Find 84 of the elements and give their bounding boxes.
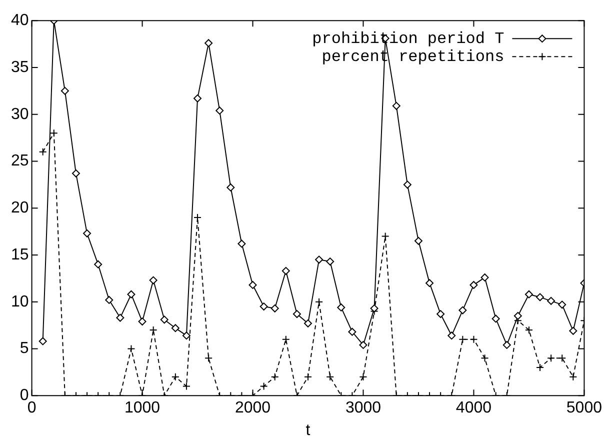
x-tick-label: 1000 [124, 400, 160, 417]
point [194, 94, 202, 102]
point [226, 183, 235, 192]
point [502, 340, 511, 349]
point [304, 319, 312, 328]
point [370, 304, 378, 312]
point [348, 328, 356, 336]
point [138, 318, 146, 326]
y-tick-label: 10 [11, 293, 29, 310]
point [448, 332, 456, 340]
point [458, 306, 467, 314]
point [569, 326, 578, 335]
x-tick-label: 3000 [345, 400, 382, 417]
point [60, 86, 69, 95]
point [171, 372, 180, 381]
y-tick-label: 35 [11, 58, 29, 76]
point [536, 293, 544, 302]
point [149, 276, 158, 284]
point [149, 326, 158, 334]
point [480, 354, 489, 362]
point [326, 258, 334, 266]
point [315, 298, 324, 306]
x-tick-label: 4000 [456, 400, 492, 417]
point [83, 229, 92, 238]
point [72, 169, 80, 178]
point [547, 354, 556, 362]
y-tick-label: 25 [11, 152, 29, 170]
point [426, 279, 434, 288]
point [116, 314, 124, 322]
y-tick-label: 0 [20, 387, 29, 404]
point [282, 335, 290, 344]
point [38, 337, 47, 346]
point [436, 310, 445, 318]
point [260, 302, 268, 311]
point [414, 236, 422, 245]
point [403, 180, 412, 189]
point [359, 340, 368, 349]
point [337, 303, 346, 312]
point [524, 326, 533, 334]
y-tick-label: 15 [11, 246, 29, 264]
point [536, 363, 544, 372]
point [248, 280, 257, 289]
point [38, 148, 47, 156]
point [127, 290, 136, 298]
point [524, 290, 533, 298]
point [359, 372, 368, 381]
point [216, 106, 224, 115]
point [204, 39, 213, 48]
y-tick-label: 30 [11, 106, 29, 123]
point [514, 312, 522, 320]
point [558, 354, 566, 362]
y-tick-label: 5 [20, 340, 29, 358]
point [315, 256, 324, 264]
point [492, 314, 500, 323]
point [50, 129, 58, 138]
y-tick-label: 20 [11, 200, 29, 217]
point [204, 354, 213, 362]
point [160, 316, 168, 324]
point [260, 382, 268, 390]
x-axis-title: t [306, 422, 311, 439]
point [480, 273, 489, 282]
point [470, 335, 478, 344]
point [569, 372, 578, 381]
y-tick-label: 40 [11, 12, 29, 30]
point [238, 240, 246, 248]
point [94, 260, 102, 268]
x-tick-label: 2000 [234, 400, 271, 417]
point [270, 372, 279, 381]
point [547, 296, 556, 305]
point [458, 335, 467, 344]
point [558, 300, 566, 309]
x-tick-label: 5000 [566, 400, 602, 417]
point [392, 102, 400, 110]
point [171, 324, 180, 332]
point [292, 310, 301, 318]
point [282, 266, 290, 275]
point [105, 296, 114, 304]
point [270, 304, 279, 312]
point [127, 344, 136, 353]
point [326, 372, 334, 381]
point [182, 332, 190, 340]
point [304, 372, 312, 381]
point [182, 382, 190, 390]
point [470, 280, 478, 289]
